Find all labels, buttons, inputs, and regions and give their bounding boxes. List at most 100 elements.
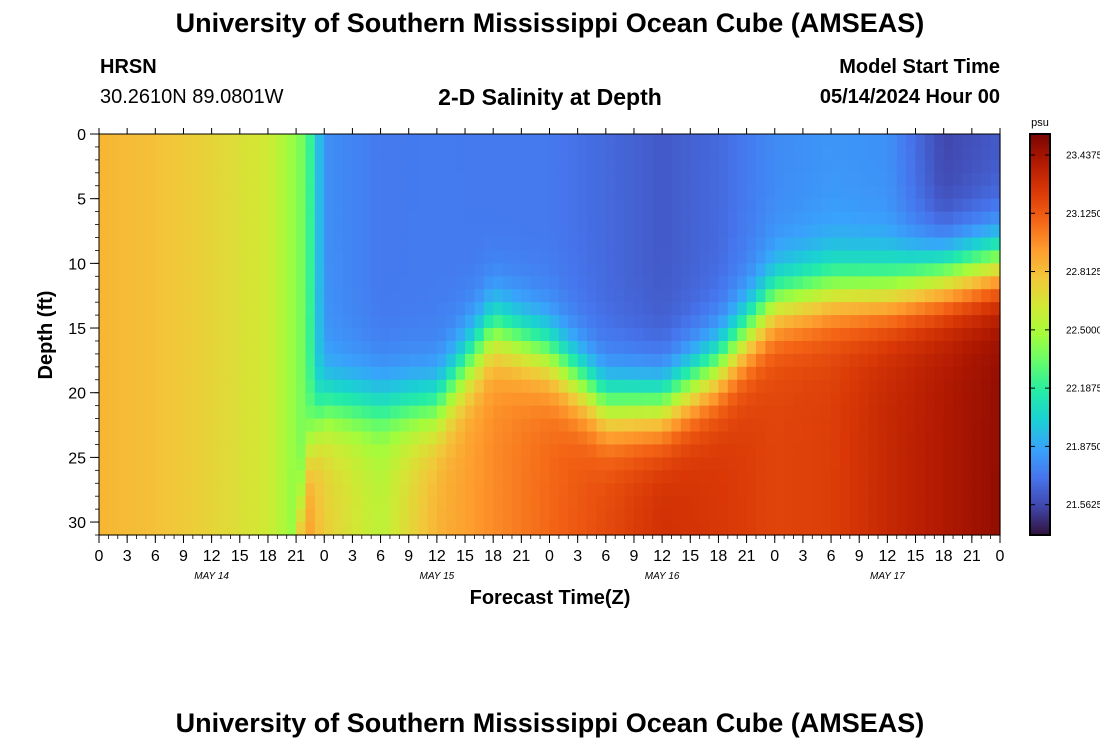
heat-cell [399, 431, 410, 446]
heat-cell [183, 159, 194, 174]
heat-cell [474, 237, 485, 252]
heat-cell [568, 379, 579, 394]
heat-cell [408, 496, 419, 510]
heat-cell [155, 340, 166, 355]
heat-cell [652, 185, 663, 200]
heat-cell [183, 198, 194, 213]
heat-cell [521, 470, 532, 484]
heat-cell [859, 418, 870, 433]
heat-cell [568, 134, 579, 148]
heat-cell [465, 366, 476, 381]
heat-cell [943, 470, 954, 484]
heat-cell [990, 431, 1001, 446]
heat-cell [277, 444, 288, 458]
heat-cell [727, 509, 738, 523]
heat-cell [840, 509, 851, 523]
heat-cell [286, 237, 297, 252]
heat-cell [361, 224, 372, 239]
heat-cell [671, 302, 682, 316]
heat-cell [868, 418, 879, 433]
heat-cell [230, 522, 241, 536]
heat-cell [164, 198, 175, 213]
heat-cell [962, 509, 973, 523]
heat-cell [924, 444, 935, 458]
heat-cell [784, 250, 795, 264]
heat-cell [943, 392, 954, 407]
heat-cell [408, 431, 419, 446]
heat-cell [568, 522, 579, 536]
heat-cell [877, 172, 888, 187]
heat-cell [230, 353, 241, 368]
heat-cell [849, 315, 860, 329]
heat-cell [155, 457, 166, 471]
heat-cell [380, 444, 391, 458]
heat-cell [802, 276, 813, 290]
heat-cell [511, 444, 522, 458]
heat-cell [324, 353, 335, 368]
heat-cell [765, 405, 776, 420]
heat-cell [784, 483, 795, 497]
heat-cell [887, 444, 898, 458]
heat-cell [418, 159, 429, 174]
heat-cell [305, 224, 316, 239]
heat-cell [793, 379, 804, 394]
heat-cell [971, 146, 982, 161]
heat-cell [371, 211, 382, 226]
heat-cell [511, 328, 522, 342]
heat-cell [192, 172, 203, 187]
heat-cell [117, 483, 128, 497]
heat-cell [784, 405, 795, 420]
heat-cell [596, 276, 607, 290]
heat-cell [399, 379, 410, 394]
heat-cell [427, 172, 438, 187]
heat-cell [418, 353, 429, 368]
heat-cell [155, 263, 166, 277]
model-start-label: Model Start Time [839, 56, 1000, 78]
heat-cell [821, 302, 832, 316]
heat-cell [981, 496, 992, 510]
colorbar-tick-label: 23.1250 [1066, 209, 1100, 220]
heat-cell [267, 328, 278, 342]
heat-cell [333, 418, 344, 433]
heat-cell [821, 431, 832, 446]
heat-cell [643, 289, 654, 303]
heat-cell [943, 146, 954, 161]
heat-cell [127, 224, 138, 239]
heat-cell [953, 379, 964, 394]
heat-cell [418, 276, 429, 290]
heat-cell [709, 340, 720, 355]
heat-cell [192, 237, 203, 252]
heat-cell [108, 405, 119, 420]
heat-cell [577, 146, 588, 161]
heat-cell [934, 483, 945, 497]
heat-cell [352, 457, 363, 471]
heat-cell [380, 237, 391, 252]
heat-cell [230, 237, 241, 252]
heat-cell [389, 198, 400, 213]
heat-cell [643, 263, 654, 277]
heat-cell [774, 470, 785, 484]
heat-cell [521, 483, 532, 497]
heat-cell [418, 289, 429, 303]
heat-cell [127, 353, 138, 368]
heat-cell [427, 340, 438, 355]
heat-cell [465, 457, 476, 471]
heat-cell [380, 328, 391, 342]
heat-cell [971, 379, 982, 394]
heat-cell [436, 470, 447, 484]
heat-cell [371, 522, 382, 536]
heat-cell [127, 328, 138, 342]
heat-cell [699, 444, 710, 458]
heat-cell [906, 379, 917, 394]
heat-cell [324, 237, 335, 252]
heat-cell [99, 250, 109, 264]
heat-cell [408, 172, 419, 187]
heat-cell [465, 405, 476, 420]
heat-cell [680, 444, 691, 458]
heat-cell [127, 431, 138, 446]
heat-cell [624, 431, 635, 446]
heat-cell [615, 159, 626, 174]
heat-cell [802, 302, 813, 316]
heat-cell [258, 263, 269, 277]
heat-cell [530, 366, 541, 381]
